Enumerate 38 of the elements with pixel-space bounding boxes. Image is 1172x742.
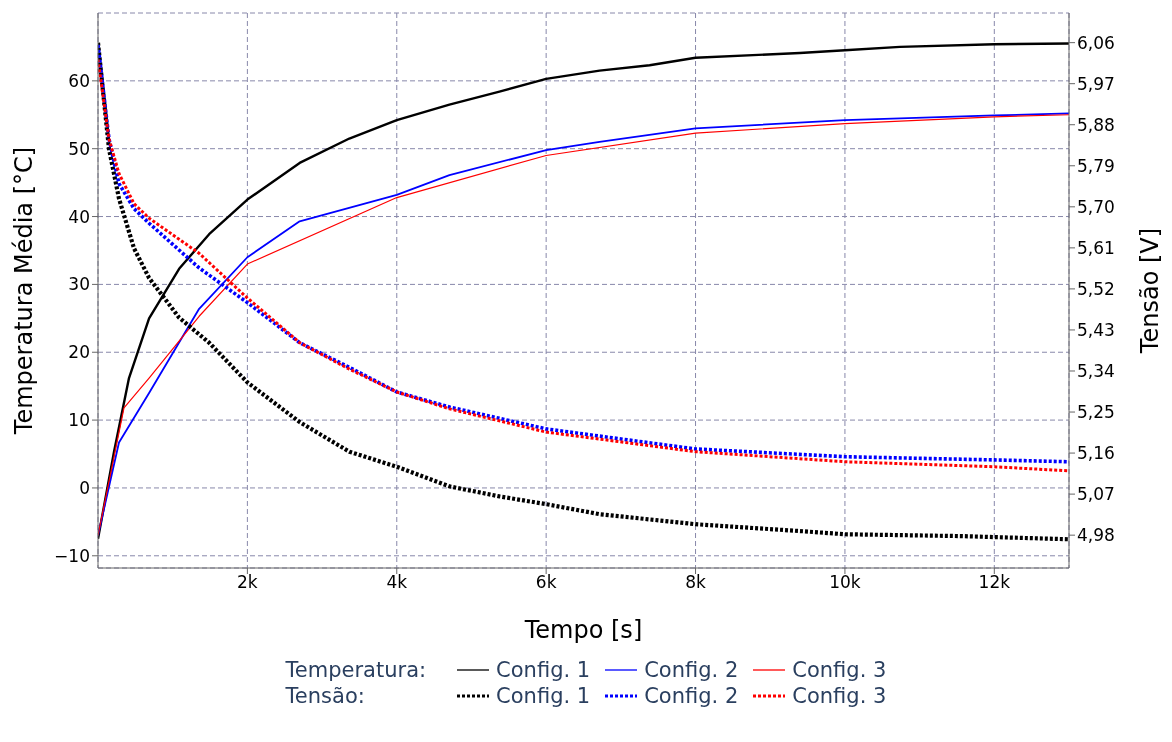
legend-label: Config. 1 [496, 658, 591, 682]
y-axis-title: Temperatura Média [°C] [9, 146, 38, 436]
x-tick-label: 2k [237, 572, 258, 593]
text: Temperatura: [285, 658, 427, 682]
x-tick-label: 12k [978, 572, 1011, 593]
y2-tick-label: 5,88 [1077, 114, 1115, 135]
y-tick-label: 30 [68, 274, 90, 295]
y2-tick-label: 5,52 [1077, 278, 1115, 299]
y2-tick-label: 6,06 [1077, 32, 1115, 53]
x-axis-title: Tempo [s] [523, 616, 643, 644]
y2-tick-label: 5,79 [1077, 155, 1115, 176]
x-tick-label: 8k [685, 572, 707, 593]
x-tick-label: 4k [386, 572, 408, 593]
y2-tick-label: 5,97 [1077, 73, 1115, 94]
y-tick-label: 60 [68, 70, 90, 91]
y2-tick-label: 5,34 [1077, 361, 1115, 382]
y2-tick-label: 4,98 [1077, 525, 1115, 546]
y-tick-label: 50 [68, 138, 90, 159]
y2-axis-title: Tensão [V] [1135, 227, 1164, 355]
y-tick-label: 20 [68, 342, 90, 363]
legend-label: Config. 3 [792, 684, 887, 708]
x-tick-label: 10k [829, 572, 861, 593]
y2-tick-label: 5,61 [1077, 237, 1115, 258]
legend-label: Config. 2 [644, 658, 739, 682]
x-tick-label: 6k [535, 572, 557, 593]
y2-tick-label: 5,25 [1077, 402, 1115, 423]
legend-label: Config. 2 [644, 684, 739, 708]
y2-tick-label: 5,07 [1077, 484, 1115, 505]
y2-tick-label: 5,70 [1077, 196, 1115, 217]
y-tick-label: 10 [68, 410, 90, 431]
legend-label: Config. 1 [496, 684, 591, 708]
y-tick-label: 0 [79, 477, 90, 498]
text: Tensão: [285, 684, 366, 708]
legend-label: Config. 3 [792, 658, 887, 682]
y2-tick-label: 5,16 [1077, 443, 1115, 464]
y2-tick-label: 5,43 [1077, 319, 1115, 340]
y-tick-label: −10 [54, 545, 90, 566]
y-tick-label: 40 [68, 206, 90, 227]
